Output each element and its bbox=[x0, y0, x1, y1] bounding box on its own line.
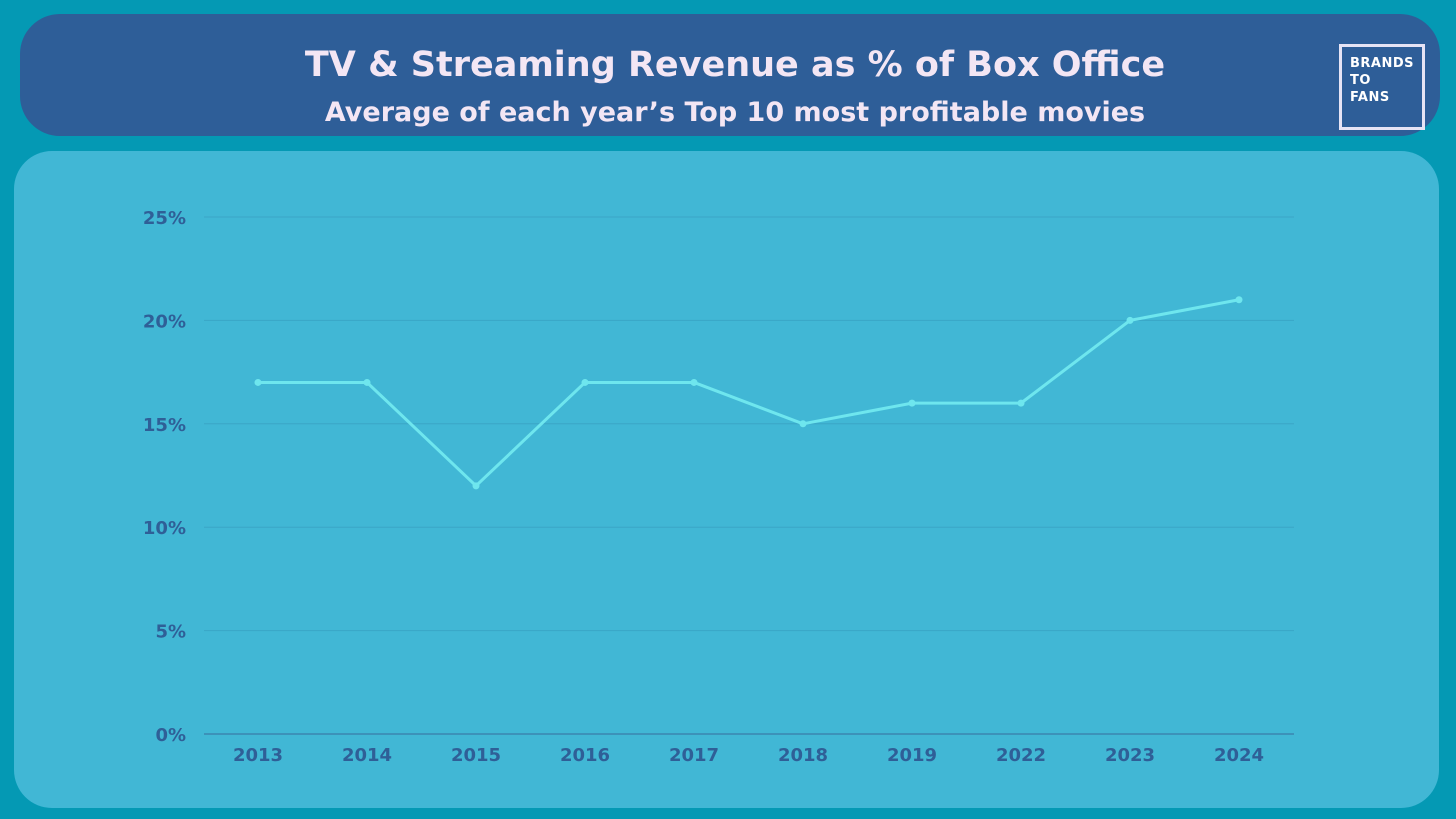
x-tick-label: 2019 bbox=[887, 745, 937, 766]
x-tick-label: 2013 bbox=[233, 745, 283, 766]
x-tick-label: 2017 bbox=[669, 745, 719, 766]
y-tick-label: 25% bbox=[143, 208, 186, 229]
data-point bbox=[1235, 296, 1243, 304]
data-point bbox=[581, 378, 589, 386]
y-tick-label: 20% bbox=[143, 311, 186, 332]
data-point bbox=[799, 420, 807, 428]
chart-subtitle: Average of each year’s Top 10 most profi… bbox=[324, 97, 1146, 128]
logo-line-2: TO bbox=[1350, 73, 1371, 88]
data-point bbox=[472, 482, 480, 490]
data-point bbox=[363, 378, 371, 386]
brands-to-fans-logo: BRANDS TO FANS bbox=[1339, 44, 1425, 130]
x-tick-label: 2014 bbox=[342, 745, 392, 766]
y-tick-label: 5% bbox=[155, 622, 186, 643]
x-tick-label: 2023 bbox=[1105, 745, 1155, 766]
data-point bbox=[1126, 316, 1134, 324]
x-tick-label: 2018 bbox=[778, 745, 828, 766]
y-tick-label: 10% bbox=[143, 518, 186, 539]
series-line bbox=[258, 298, 1240, 488]
y-axis-ticks: 0% 5% 10% 15% 20% 25% bbox=[143, 208, 186, 746]
chart-header: TV & Streaming Revenue as % of Box Offic… bbox=[20, 14, 1440, 136]
x-tick-label: 2022 bbox=[996, 745, 1046, 766]
data-point bbox=[908, 399, 916, 407]
data-point bbox=[254, 378, 262, 386]
data-point bbox=[690, 378, 698, 386]
gridlines bbox=[204, 216, 1294, 735]
x-axis-ticks: 2013 2014 2015 2016 2017 2018 2019 2022 2023 2024 bbox=[233, 745, 1264, 766]
x-tick-label: 2016 bbox=[560, 745, 610, 766]
x-tick-label: 2015 bbox=[451, 745, 501, 766]
series-group bbox=[254, 296, 1243, 490]
y-tick-label: 15% bbox=[143, 415, 186, 436]
y-tick-label: 0% bbox=[155, 725, 186, 746]
chart-panel: 0% 5% 10% 15% 20% 25% 2013 2014 2015 2016 2017 201… bbox=[14, 151, 1439, 808]
x-tick-label: 2024 bbox=[1214, 745, 1264, 766]
logo-line-3: FANS bbox=[1350, 90, 1390, 105]
chart-title: TV & Streaming Revenue as % of Box Offic… bbox=[304, 45, 1166, 85]
data-point bbox=[1017, 399, 1025, 407]
line-chart: 0%5%10%15%20%25% 2013 2014 2015 2016 2017 201… bbox=[143, 208, 1294, 766]
logo-line-1: BRANDS bbox=[1350, 56, 1415, 71]
